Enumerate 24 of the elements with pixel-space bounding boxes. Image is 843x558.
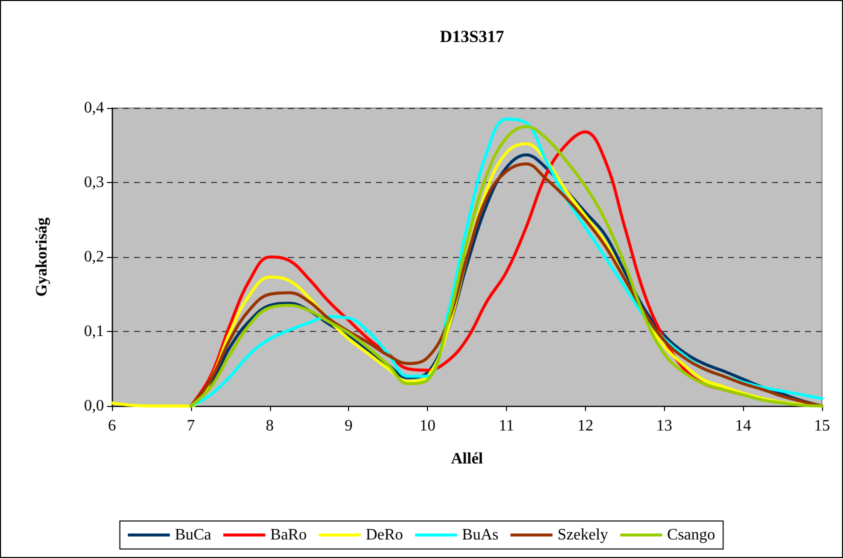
chart-title: D13S317 xyxy=(440,27,505,46)
legend-label: Szekely xyxy=(558,526,608,544)
x-axis-title: Allél xyxy=(451,450,484,468)
x-tick-label: 13 xyxy=(656,418,672,434)
legend-label: BaRo xyxy=(270,526,307,544)
x-tick-label: 9 xyxy=(344,418,353,434)
x-tick-label: 14 xyxy=(735,418,752,434)
legend-label: Csango xyxy=(667,526,716,544)
x-tick-label: 15 xyxy=(814,418,830,434)
legend-label: BuAs xyxy=(462,526,499,544)
x-tick-label: 8 xyxy=(266,418,274,434)
x-tick-label: 11 xyxy=(498,418,514,434)
x-tick-label: 12 xyxy=(577,418,594,434)
y-tick-label: 0,3 xyxy=(84,174,104,191)
y-tick-label: 0,1 xyxy=(84,323,104,340)
x-tick-label: 10 xyxy=(420,418,436,434)
x-tick-label: 6 xyxy=(108,418,116,434)
y-axis-title: Gyakoriság xyxy=(34,217,50,297)
x-tick-label: 7 xyxy=(186,418,195,434)
legend-label: BuCa xyxy=(174,526,212,544)
y-tick-label: 0,2 xyxy=(84,248,104,266)
y-tick-label: 0,4 xyxy=(84,100,104,116)
legend-label: DeRo xyxy=(366,526,404,544)
y-tick-label: 0,0 xyxy=(84,398,104,414)
